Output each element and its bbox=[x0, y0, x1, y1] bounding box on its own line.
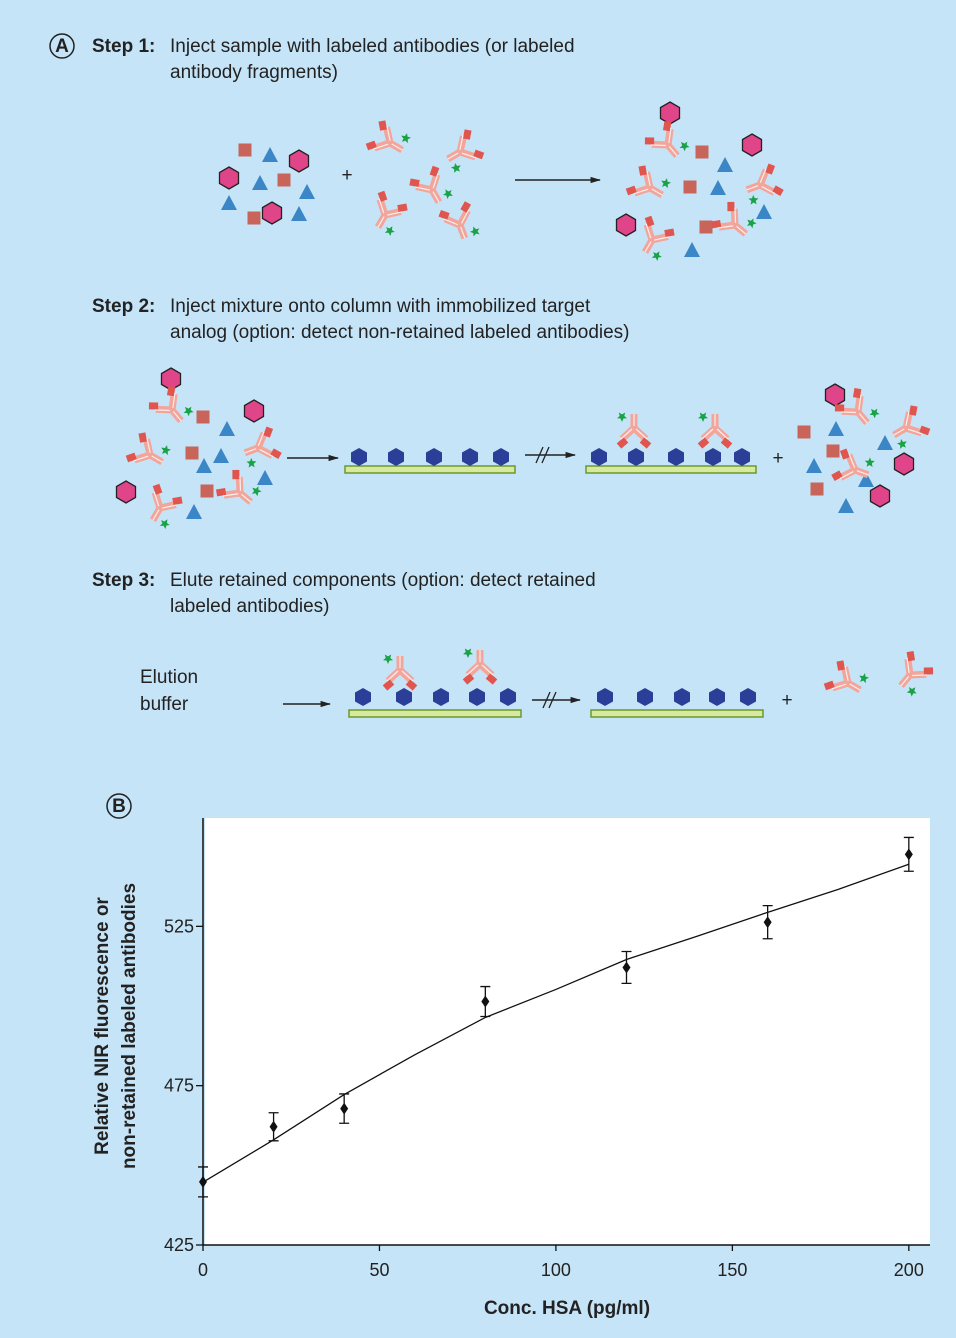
figure: A Step 1: Inject sample with labeled ant… bbox=[0, 0, 956, 1338]
y-tick-label: 425 bbox=[164, 1235, 194, 1255]
step-text: Elute retained components (option: detec… bbox=[170, 570, 596, 591]
step-label: Step 2: bbox=[92, 296, 155, 317]
plus: + bbox=[341, 165, 352, 186]
step-text: Inject mixture onto column with immobili… bbox=[170, 296, 591, 317]
panel-label: A bbox=[55, 36, 69, 57]
x-tick-label: 150 bbox=[717, 1260, 747, 1280]
y-tick-label: 475 bbox=[164, 1076, 194, 1096]
x-tick-label: 0 bbox=[198, 1260, 208, 1280]
step-text: Inject sample with labeled antibodies (o… bbox=[170, 36, 575, 57]
y-tick-label: 525 bbox=[164, 916, 194, 936]
y-axis-label: non-retained labeled antibodies bbox=[119, 883, 140, 1169]
x-tick-label: 50 bbox=[369, 1260, 389, 1280]
step-label: Step 1: bbox=[92, 36, 155, 57]
step-text: antibody fragments) bbox=[170, 62, 338, 83]
panel-label: B bbox=[112, 796, 126, 817]
plus: + bbox=[772, 448, 783, 469]
plot-area bbox=[205, 818, 930, 1245]
buffer-text: buffer bbox=[140, 694, 189, 715]
x-axis-label: Conc. HSA (pg/ml) bbox=[484, 1298, 650, 1319]
x-tick-label: 100 bbox=[541, 1260, 571, 1280]
step-text: analog (option: detect non-retained labe… bbox=[170, 322, 630, 343]
y-axis-label: Relative NIR fluorescence or bbox=[92, 897, 113, 1155]
step-label: Step 3: bbox=[92, 570, 155, 591]
x-tick-label: 200 bbox=[894, 1260, 924, 1280]
step-text: labeled antibodies) bbox=[170, 596, 330, 617]
plus: + bbox=[781, 690, 792, 711]
buffer-text: Elution bbox=[140, 667, 198, 688]
illustration bbox=[117, 102, 935, 717]
